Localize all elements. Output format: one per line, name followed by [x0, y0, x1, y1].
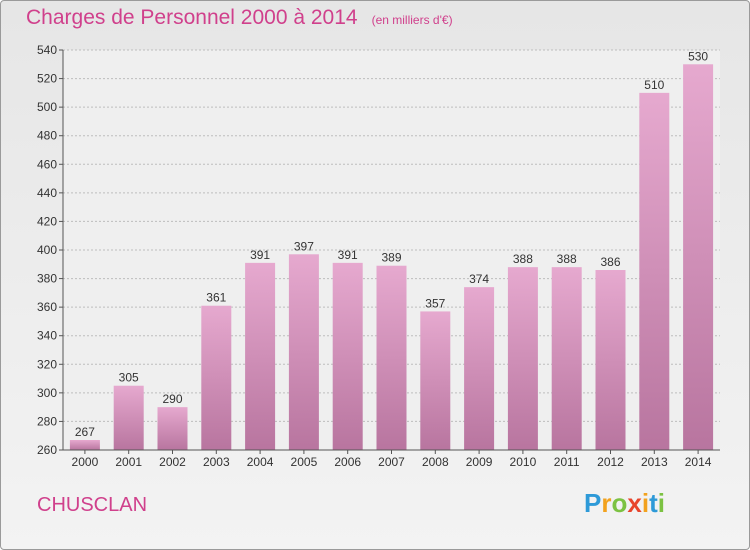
x-tick-label: 2010 [510, 455, 537, 469]
bar-value-label: 290 [162, 392, 182, 406]
bar-2008 [420, 311, 451, 450]
y-tick-label: 320 [37, 357, 57, 371]
x-tick-label: 2006 [334, 455, 361, 469]
y-tick-label: 300 [37, 386, 57, 400]
logo-letter: r [601, 488, 612, 518]
x-tick-label: 2007 [378, 455, 405, 469]
x-tick-label: 2000 [72, 455, 99, 469]
bar-value-label: 374 [469, 272, 489, 286]
y-tick-label: 260 [37, 443, 57, 457]
bar-value-label: 267 [75, 425, 95, 439]
bars: 267 305 290 361 391 397 391 389 357 374 388 388 386 5… [69, 49, 714, 451]
x-tick-label: 2003 [203, 455, 230, 469]
x-tick-label: 2014 [685, 455, 712, 469]
y-tick-label: 360 [37, 300, 57, 314]
bar-value-label: 357 [425, 296, 445, 310]
y-tick-label: 380 [37, 272, 57, 286]
bar-value-label: 361 [206, 291, 226, 305]
town-name: CHUSCLAN [37, 494, 148, 516]
y-axis: 260 280 300 320 340 360 380 400 420 440 460 480 500 5… [37, 43, 64, 457]
bar-2004 [245, 262, 276, 450]
bar-2009 [464, 287, 495, 450]
y-tick-label: 400 [37, 243, 57, 257]
bar-value-label: 388 [513, 252, 533, 266]
bar-2005 [288, 254, 319, 450]
bar-2014 [683, 64, 714, 451]
bar-value-label: 397 [294, 239, 314, 253]
bar-2003 [201, 305, 232, 450]
y-tick-label: 540 [37, 43, 57, 57]
x-tick-label: 2001 [115, 455, 142, 469]
bar-2002 [157, 407, 188, 450]
bar-2000 [69, 440, 100, 450]
bar-value-label: 391 [250, 248, 270, 262]
bar-value-label: 386 [600, 255, 620, 269]
y-tick-label: 460 [37, 157, 57, 171]
logo-letter: o [611, 488, 628, 518]
x-tick-label: 2012 [597, 455, 624, 469]
y-tick-label: 480 [37, 129, 57, 143]
bar-value-label: 391 [338, 248, 358, 262]
bar-2010 [507, 267, 538, 450]
y-tick-label: 500 [37, 100, 57, 114]
logo-letter: P [584, 488, 602, 518]
title-text: Charges de Personnel 2000 à 2014 [26, 6, 358, 29]
bar-value-label: 510 [644, 78, 664, 92]
x-tick-label: 2013 [641, 455, 668, 469]
bar-value-label: 530 [688, 49, 708, 63]
bar-2012 [595, 270, 626, 450]
bar-2006 [332, 262, 363, 450]
bar-2001 [113, 385, 144, 450]
y-tick-label: 420 [37, 214, 57, 228]
y-tick-label: 520 [37, 72, 57, 86]
bar-value-label: 388 [557, 252, 577, 266]
x-tick-label: 2004 [247, 455, 274, 469]
logo-letter: x [627, 488, 642, 518]
logo-letter: i [641, 488, 650, 518]
x-tick-label: 2002 [159, 455, 186, 469]
chart-subtitle: (en milliers d'€) [371, 13, 453, 27]
logo-letter: i [657, 488, 665, 518]
y-tick-label: 340 [37, 329, 57, 343]
logo-letter: t [649, 488, 658, 518]
x-axis: 2000 2001 2002 2003 2004 2005 2006 2007 2008 2009… [63, 449, 720, 469]
x-tick-label: 2005 [291, 455, 318, 469]
bar-2007 [376, 265, 407, 450]
chart-title: Charges de Personnel 2000 à 2014 (en mill… [26, 6, 453, 30]
bar-2013 [639, 92, 670, 450]
x-tick-label: 2009 [466, 455, 493, 469]
y-tick-label: 440 [37, 186, 57, 200]
bar-value-label: 305 [119, 371, 139, 385]
y-tick-label: 280 [37, 414, 57, 428]
bar-2011 [551, 267, 582, 450]
x-tick-label: 2011 [554, 455, 580, 469]
proxiti-logo: Proxiti [584, 488, 665, 519]
bar-value-label: 389 [381, 251, 401, 265]
x-tick-label: 2008 [422, 455, 449, 469]
